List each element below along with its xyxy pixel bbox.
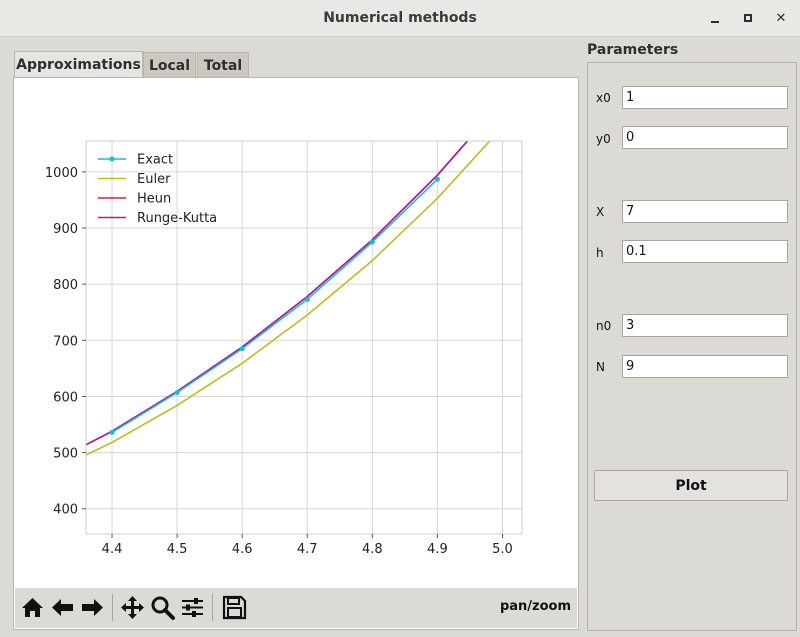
- x-axis-ticks: 4.4 4.5 4.6 4.7 4.8 4.9 5.0: [102, 534, 513, 557]
- x-tick-label: 4.6: [232, 542, 253, 557]
- exact-point: [174, 390, 180, 396]
- x0-label: x0: [596, 91, 611, 105]
- back-arrow-icon[interactable]: [49, 594, 76, 621]
- tab-approximations[interactable]: Approximations: [14, 51, 143, 78]
- plot-frame: [85, 140, 523, 535]
- window-title: Numerical methods: [323, 10, 477, 26]
- series-line-exact: [111, 178, 438, 434]
- legend-marker: [109, 156, 115, 162]
- n0-input[interactable]: [622, 314, 788, 337]
- save-icon[interactable]: [221, 594, 248, 621]
- exact-point: [304, 296, 310, 302]
- zoom-icon[interactable]: [149, 594, 176, 621]
- home-icon[interactable]: [19, 594, 46, 621]
- maximize-icon[interactable]: [739, 9, 759, 29]
- pan-icon[interactable]: [119, 594, 146, 621]
- parameters-panel: [587, 62, 797, 631]
- x-tick-label: 4.5: [167, 542, 188, 557]
- y0-input[interactable]: [622, 126, 788, 149]
- exact-point: [239, 346, 245, 352]
- plot-button[interactable]: Plot: [594, 470, 788, 501]
- y-tick-label: 900: [53, 222, 78, 237]
- x-tick-label: 4.4: [102, 542, 123, 557]
- x0-input[interactable]: [622, 86, 788, 109]
- n-label: N: [596, 360, 605, 374]
- h-input[interactable]: [622, 240, 788, 263]
- x-tick-label: 4.7: [297, 542, 318, 557]
- exact-point: [369, 239, 375, 245]
- x-tick-label: 4.8: [362, 542, 383, 557]
- y-tick-label: 800: [53, 278, 78, 293]
- y0-label: y0: [596, 132, 611, 146]
- toolbar-separator: [212, 594, 213, 621]
- n-input[interactable]: [622, 355, 788, 378]
- y-tick-label: 400: [53, 503, 78, 518]
- series-line-heun: [86, 141, 469, 446]
- plot-legend: Exact Euler Heun Runge-Kutta: [98, 153, 217, 226]
- toolbar-separator: [112, 594, 113, 621]
- legend-label: Euler: [137, 172, 171, 187]
- legend-label: Heun: [137, 192, 171, 207]
- x-label: X: [596, 205, 605, 219]
- y-tick-label: 600: [53, 390, 78, 405]
- y-axis-ticks: 400 500 600 700 800 900 1000: [45, 166, 86, 518]
- tab-local[interactable]: Local: [143, 52, 196, 77]
- plot-series: [86, 141, 491, 456]
- approximations-plot[interactable]: 4.4 4.5 4.6 4.7 4.8 4.9 5.0 400 500 600 700 800 900…: [15, 79, 577, 587]
- exact-point: [434, 176, 440, 182]
- title-bar: Numerical methods ✕: [0, 0, 800, 37]
- approximations-pane: 4.4 4.5 4.6 4.7 4.8 4.9 5.0 400 500 600 700 800 900…: [13, 77, 579, 630]
- legend-label: Exact: [137, 153, 173, 168]
- x-tick-label: 4.9: [427, 542, 448, 557]
- series-line-runge-kutta: [86, 141, 469, 446]
- tab-total[interactable]: Total: [197, 52, 249, 77]
- h-label: h: [596, 246, 604, 260]
- exact-point: [109, 429, 115, 435]
- forward-arrow-icon[interactable]: [79, 594, 106, 621]
- x-tick-label: 5.0: [492, 542, 513, 557]
- close-icon[interactable]: ✕: [775, 11, 787, 26]
- legend-label: Runge-Kutta: [137, 211, 217, 226]
- plot-grid: [86, 141, 522, 534]
- toolbar-mode-label: pan/zoom: [499, 599, 571, 614]
- n0-label: n0: [596, 319, 612, 333]
- parameters-title: Parameters: [587, 42, 679, 58]
- configure-subplots-icon[interactable]: [179, 594, 206, 621]
- y-tick-label: 700: [53, 334, 78, 349]
- x-input[interactable]: [622, 200, 788, 223]
- series-line-euler: [86, 141, 491, 456]
- y-tick-label: 1000: [45, 166, 78, 181]
- y-tick-label: 500: [53, 447, 78, 462]
- plot-toolbar: pan/zoom: [15, 588, 577, 628]
- minimize-icon[interactable]: [706, 9, 726, 29]
